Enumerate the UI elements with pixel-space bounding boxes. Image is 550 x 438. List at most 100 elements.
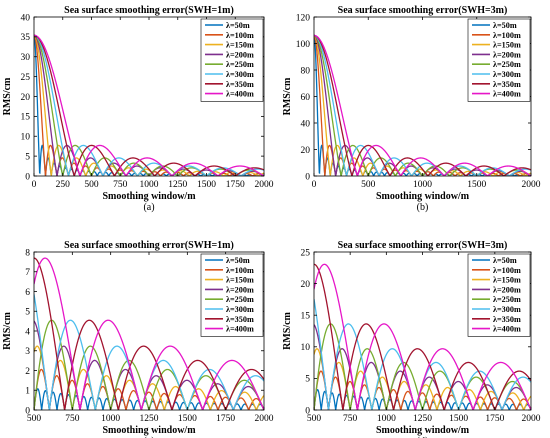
legend-label: λ=100m (226, 266, 254, 275)
x-tick-label: 500 (307, 414, 322, 424)
legend-label: λ=50m (226, 21, 250, 30)
legend-label: λ=250m (493, 295, 521, 304)
series-line-350m (34, 34, 264, 176)
legend-label: λ=150m (226, 276, 254, 285)
x-tick-label: 1500 (449, 414, 468, 424)
y-tick-label: 15 (301, 312, 311, 322)
legend-label: λ=150m (226, 41, 254, 50)
chart-title: Sea surface smoothing error(SWH=1m) (64, 5, 234, 16)
series-group (34, 34, 264, 176)
x-tick-label: 1250 (413, 414, 432, 424)
x-axis-label: Smoothing window/m (102, 191, 196, 202)
x-tick-label: 1000 (101, 414, 120, 424)
x-tick-label: 750 (343, 414, 358, 424)
x-axis-label: Smoothing window/m (376, 425, 470, 436)
panel-caption: (b) (417, 202, 429, 213)
y-tick-label: 4 (25, 327, 30, 337)
series-line-150m (34, 345, 264, 410)
legend-label: λ=250m (226, 295, 254, 304)
legend-box (200, 18, 264, 102)
legend-box (467, 18, 531, 102)
y-axis-label: RMS/cm (282, 311, 293, 349)
series-line-400m (34, 34, 264, 176)
legend-label: λ=400m (493, 325, 521, 334)
y-tick-label: 10 (301, 343, 311, 353)
y-tick-label: 25 (21, 73, 31, 83)
legend-label: λ=350m (493, 80, 521, 89)
y-tick-label: 7 (25, 268, 30, 278)
legend-label: λ=250m (226, 60, 254, 69)
x-tick-label: 1500 (197, 180, 216, 190)
panel-b: 0 500 1000 1500 2000 0 20 40 60 80 100 120 Sea surfa… (282, 5, 541, 213)
y-tick-label: 0 (25, 172, 30, 182)
y-tick-label: 2 (25, 367, 30, 377)
series-group (314, 34, 531, 176)
legend-label: λ=400m (226, 325, 254, 334)
y-tick-label: 5 (305, 375, 310, 385)
legend-label: λ=50m (493, 21, 517, 30)
series-line-100m (314, 370, 531, 410)
panel-caption: (c) (143, 436, 154, 438)
legend-label: λ=100m (493, 266, 521, 275)
legend-label: λ=200m (226, 50, 254, 59)
panel-caption: (a) (143, 202, 154, 213)
x-tick-label: 1000 (377, 414, 396, 424)
y-tick-label: 8 (25, 248, 30, 258)
legend-label: λ=150m (493, 41, 521, 50)
panel-a: 0 250 500 750 1000 1250 1500 1750 2000 0 5 10 15 20 25… (2, 5, 274, 213)
x-tick-label: 750 (65, 414, 80, 424)
x-axis-label: Smoothing window/m (376, 191, 470, 202)
panel-caption: (d) (417, 436, 429, 438)
y-tick-label: 35 (21, 33, 31, 43)
legend-label: λ=300m (493, 305, 521, 314)
y-tick-label: 10 (21, 133, 31, 143)
y-axis-label: RMS/cm (2, 311, 13, 349)
panel-d: 500 750 1000 1250 1500 1750 2000 0 5 10 15 20 25 Sea … (282, 240, 541, 438)
y-tick-label: 25 (301, 248, 311, 258)
series-line-400m (314, 34, 531, 176)
y-tick-label: 40 (301, 119, 311, 129)
y-tick-label: 30 (21, 53, 31, 63)
x-tick-label: 1750 (216, 414, 235, 424)
x-tick-label: 750 (113, 180, 128, 190)
y-tick-label: 5 (25, 152, 30, 162)
series-line-300m (314, 34, 531, 176)
legend: λ=50mλ=100mλ=150mλ=200mλ=250mλ=300mλ=350… (467, 253, 531, 337)
legend-label: λ=100m (493, 31, 521, 40)
x-tick-label: 500 (27, 414, 42, 424)
x-tick-label: 2000 (522, 180, 541, 190)
x-tick-label: 1750 (485, 414, 504, 424)
series-line-100m (34, 368, 264, 410)
x-tick-label: 1500 (467, 180, 486, 190)
x-axis-label: Smoothing window/m (102, 425, 196, 436)
legend-box (200, 253, 264, 337)
legend-label: λ=250m (493, 60, 521, 69)
y-tick-label: 0 (305, 406, 310, 416)
legend-label: λ=200m (493, 50, 521, 59)
x-tick-label: 1250 (168, 180, 187, 190)
x-tick-label: 250 (56, 180, 71, 190)
y-tick-label: 120 (296, 13, 311, 23)
x-tick-label: 1750 (226, 180, 245, 190)
legend-label: λ=50m (226, 256, 250, 265)
y-tick-label: 3 (25, 347, 30, 357)
x-tick-label: 2000 (255, 414, 274, 424)
y-tick-label: 100 (296, 40, 311, 50)
x-tick-label: 1250 (140, 414, 159, 424)
legend-label: λ=150m (493, 276, 521, 285)
legend-label: λ=200m (226, 285, 254, 294)
y-tick-label: 6 (25, 288, 30, 298)
y-tick-label: 40 (21, 13, 31, 23)
legend-label: λ=400m (493, 90, 521, 99)
x-tick-label: 2000 (255, 180, 274, 190)
legend: λ=50mλ=100mλ=150mλ=200mλ=250mλ=300mλ=350… (200, 18, 264, 102)
x-tick-label: 2000 (522, 414, 541, 424)
y-tick-label: 15 (21, 113, 31, 123)
series-line-400m (34, 257, 264, 410)
x-tick-label: 1000 (413, 180, 432, 190)
legend-label: λ=50m (493, 256, 517, 265)
series-line-350m (314, 34, 531, 176)
y-axis-label: RMS/cm (2, 77, 13, 115)
legend: λ=50mλ=100mλ=150mλ=200mλ=250mλ=300mλ=350… (200, 253, 264, 337)
